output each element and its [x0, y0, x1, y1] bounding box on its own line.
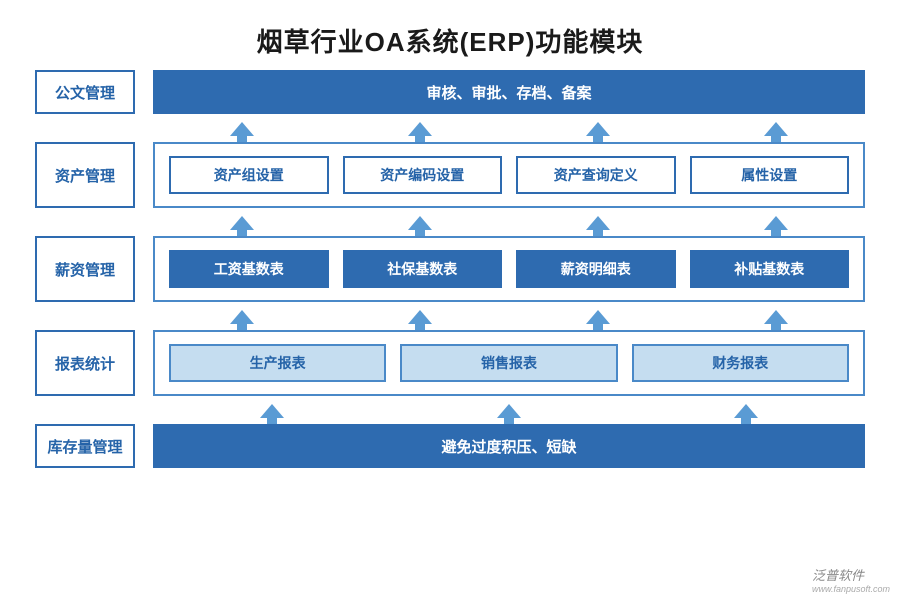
arrows-strip-2	[153, 209, 865, 237]
module-box: 工资基数表	[169, 250, 329, 288]
content-reports: 生产报表销售报表财务报表	[153, 330, 865, 396]
arrow-up-icon	[408, 122, 432, 136]
arrows-strip-1	[153, 115, 865, 143]
container-assets: 资产组设置资产编码设置资产查询定义属性设置	[153, 142, 865, 208]
row-assets: 资产管理 资产组设置资产编码设置资产查询定义属性设置	[35, 142, 865, 208]
container-reports: 生产报表销售报表财务报表	[153, 330, 865, 396]
content-assets: 资产组设置资产编码设置资产查询定义属性设置	[153, 142, 865, 208]
module-box: 资产组设置	[169, 156, 329, 194]
module-box: 补贴基数表	[690, 250, 850, 288]
arrow-up-icon	[764, 310, 788, 324]
page-title: 烟草行业OA系统(ERP)功能模块	[0, 0, 900, 69]
module-box: 社保基数表	[343, 250, 503, 288]
module-box: 销售报表	[400, 344, 617, 382]
module-box: 资产编码设置	[343, 156, 503, 194]
diagram-container: 公文管理 审核、审批、存档、备案 资产管理 资产组设置资产编码设置资产查询定义属…	[35, 70, 865, 468]
content-documents: 审核、审批、存档、备案	[153, 70, 865, 114]
row-documents: 公文管理 审核、审批、存档、备案	[35, 70, 865, 114]
row-inventory: 库存量管理 避免过度积压、短缺	[35, 424, 865, 468]
arrow-up-icon	[230, 216, 254, 230]
arrow-up-icon	[734, 404, 758, 418]
module-box: 资产查询定义	[516, 156, 676, 194]
arrows-strip-3	[153, 303, 865, 331]
arrow-up-icon	[764, 122, 788, 136]
arrow-up-icon	[586, 122, 610, 136]
arrow-up-icon	[230, 122, 254, 136]
container-salary: 工资基数表社保基数表薪资明细表补贴基数表	[153, 236, 865, 302]
arrow-up-icon	[586, 310, 610, 324]
arrow-up-icon	[230, 310, 254, 324]
arrow-up-icon	[497, 404, 521, 418]
watermark: 泛普软件 www.fanpusoft.com	[812, 565, 890, 594]
module-box: 生产报表	[169, 344, 386, 382]
watermark-main: 泛普软件	[812, 568, 864, 583]
sidebar-label-documents: 公文管理	[35, 70, 135, 114]
module-box: 薪资明细表	[516, 250, 676, 288]
bar-documents: 审核、审批、存档、备案	[153, 70, 865, 114]
arrow-up-icon	[260, 404, 284, 418]
module-box: 属性设置	[690, 156, 850, 194]
sidebar-label-salary: 薪资管理	[35, 236, 135, 302]
content-salary: 工资基数表社保基数表薪资明细表补贴基数表	[153, 236, 865, 302]
sidebar-label-assets: 资产管理	[35, 142, 135, 208]
arrow-up-icon	[764, 216, 788, 230]
arrow-up-icon	[586, 216, 610, 230]
sidebar-label-inventory: 库存量管理	[35, 424, 135, 468]
row-reports: 报表统计 生产报表销售报表财务报表	[35, 330, 865, 396]
sidebar-label-reports: 报表统计	[35, 330, 135, 396]
arrow-up-icon	[408, 216, 432, 230]
arrows-strip-4	[153, 397, 865, 425]
content-inventory: 避免过度积压、短缺	[153, 424, 865, 468]
bar-inventory: 避免过度积压、短缺	[153, 424, 865, 468]
arrow-up-icon	[408, 310, 432, 324]
module-box: 财务报表	[632, 344, 849, 382]
row-salary: 薪资管理 工资基数表社保基数表薪资明细表补贴基数表	[35, 236, 865, 302]
watermark-sub: www.fanpusoft.com	[812, 584, 890, 594]
